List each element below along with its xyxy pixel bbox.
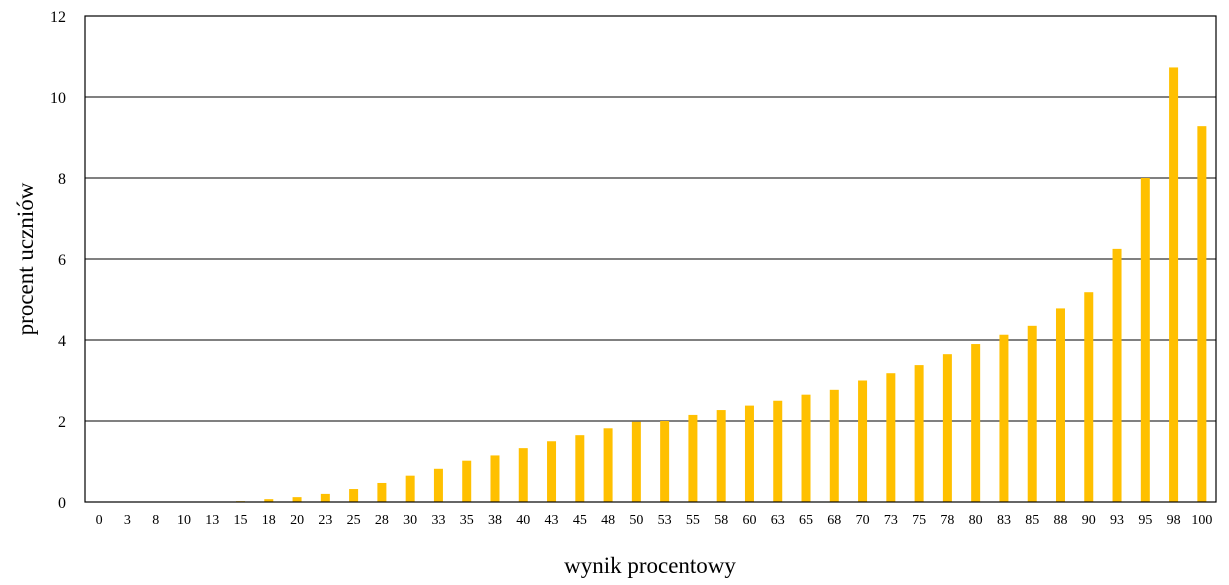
x-tick-label: 28 — [375, 513, 389, 528]
x-tick-label: 33 — [431, 513, 445, 528]
x-tick-label: 78 — [940, 513, 954, 528]
x-tick-label: 23 — [318, 513, 332, 528]
x-tick-label: 48 — [601, 513, 615, 528]
bar — [292, 497, 302, 502]
x-tick-label: 0 — [96, 513, 103, 528]
bar — [490, 455, 500, 502]
x-tick-label: 90 — [1082, 513, 1096, 528]
bar — [858, 380, 868, 502]
plot-frame — [84, 15, 1217, 503]
y-tick-labels: 0 2 4 6 8 10 12 — [50, 9, 66, 512]
x-tick-label: 50 — [629, 513, 643, 528]
bar — [744, 405, 754, 502]
bar — [660, 421, 670, 502]
x-tick-label: 20 — [290, 513, 304, 528]
bar — [1140, 178, 1150, 502]
x-tick-label: 38 — [488, 513, 502, 528]
bar — [716, 410, 726, 502]
x-tick-label: 18 — [262, 513, 276, 528]
y-tick-label: 0 — [58, 495, 66, 512]
y-tick-label: 6 — [58, 252, 66, 269]
bar — [575, 435, 585, 502]
x-tick-label: 53 — [658, 513, 672, 528]
bar — [433, 468, 443, 502]
x-tick-label: 10 — [177, 513, 191, 528]
y-tick-label: 2 — [58, 414, 66, 431]
bar — [971, 344, 981, 502]
x-tick-label: 43 — [545, 513, 559, 528]
bar — [603, 428, 613, 502]
bar — [914, 365, 924, 502]
x-axis-title: wynik procentowy — [564, 553, 736, 578]
y-tick-label: 4 — [58, 333, 66, 350]
bar — [1169, 67, 1179, 502]
x-tick-label: 55 — [686, 513, 700, 528]
x-tick-label: 3 — [124, 513, 131, 528]
x-tick-label: 60 — [742, 513, 756, 528]
x-tick-label: 63 — [771, 513, 785, 528]
x-tick-label: 8 — [152, 513, 159, 528]
bar — [1084, 292, 1094, 502]
x-tick-label: 73 — [884, 513, 898, 528]
y-tick-label: 10 — [50, 90, 66, 107]
x-tick-label: 70 — [856, 513, 870, 528]
bar — [320, 493, 330, 502]
x-tick-label: 15 — [234, 513, 248, 528]
bars — [236, 67, 1207, 502]
bar — [829, 389, 839, 502]
bar — [773, 400, 783, 502]
bar — [405, 475, 415, 502]
x-tick-label: 25 — [347, 513, 361, 528]
x-tick-label: 100 — [1191, 513, 1212, 528]
x-tick-label: 65 — [799, 513, 813, 528]
x-tick-labels: 0 3 8 10 13 15 18 20 23 25 28 30 33 35 38 40 43 45 48 50 53 5… — [96, 513, 1213, 528]
x-tick-label: 30 — [403, 513, 417, 528]
bar — [999, 334, 1009, 502]
x-tick-label: 45 — [573, 513, 587, 528]
y-axis-title: procent uczniów — [13, 182, 38, 335]
x-tick-label: 93 — [1110, 513, 1124, 528]
bar — [377, 482, 387, 502]
x-tick-label: 98 — [1167, 513, 1181, 528]
y-tick-label: 8 — [58, 171, 66, 188]
bar — [264, 499, 274, 502]
x-tick-label: 35 — [460, 513, 474, 528]
bar — [688, 414, 698, 502]
bar — [886, 373, 896, 502]
x-tick-label: 85 — [1025, 513, 1039, 528]
x-tick-label: 88 — [1053, 513, 1067, 528]
bar — [1197, 126, 1207, 502]
x-tick-label: 58 — [714, 513, 728, 528]
x-tick-label: 80 — [969, 513, 983, 528]
x-tick-label: 95 — [1138, 513, 1152, 528]
bar — [801, 394, 811, 502]
x-tick-label: 83 — [997, 513, 1011, 528]
bar — [462, 460, 472, 502]
bar — [547, 441, 557, 502]
bar — [1112, 248, 1122, 502]
x-tick-label: 13 — [205, 513, 219, 528]
x-tick-label: 68 — [827, 513, 841, 528]
y-tick-label: 12 — [50, 9, 66, 26]
x-tick-label: 75 — [912, 513, 926, 528]
bar — [942, 354, 952, 502]
bar — [631, 421, 641, 502]
bar — [518, 448, 528, 502]
x-tick-label: 40 — [516, 513, 530, 528]
bar — [349, 489, 359, 502]
gridlines — [85, 96, 1216, 422]
bar — [1055, 308, 1065, 502]
bar — [1027, 325, 1037, 502]
